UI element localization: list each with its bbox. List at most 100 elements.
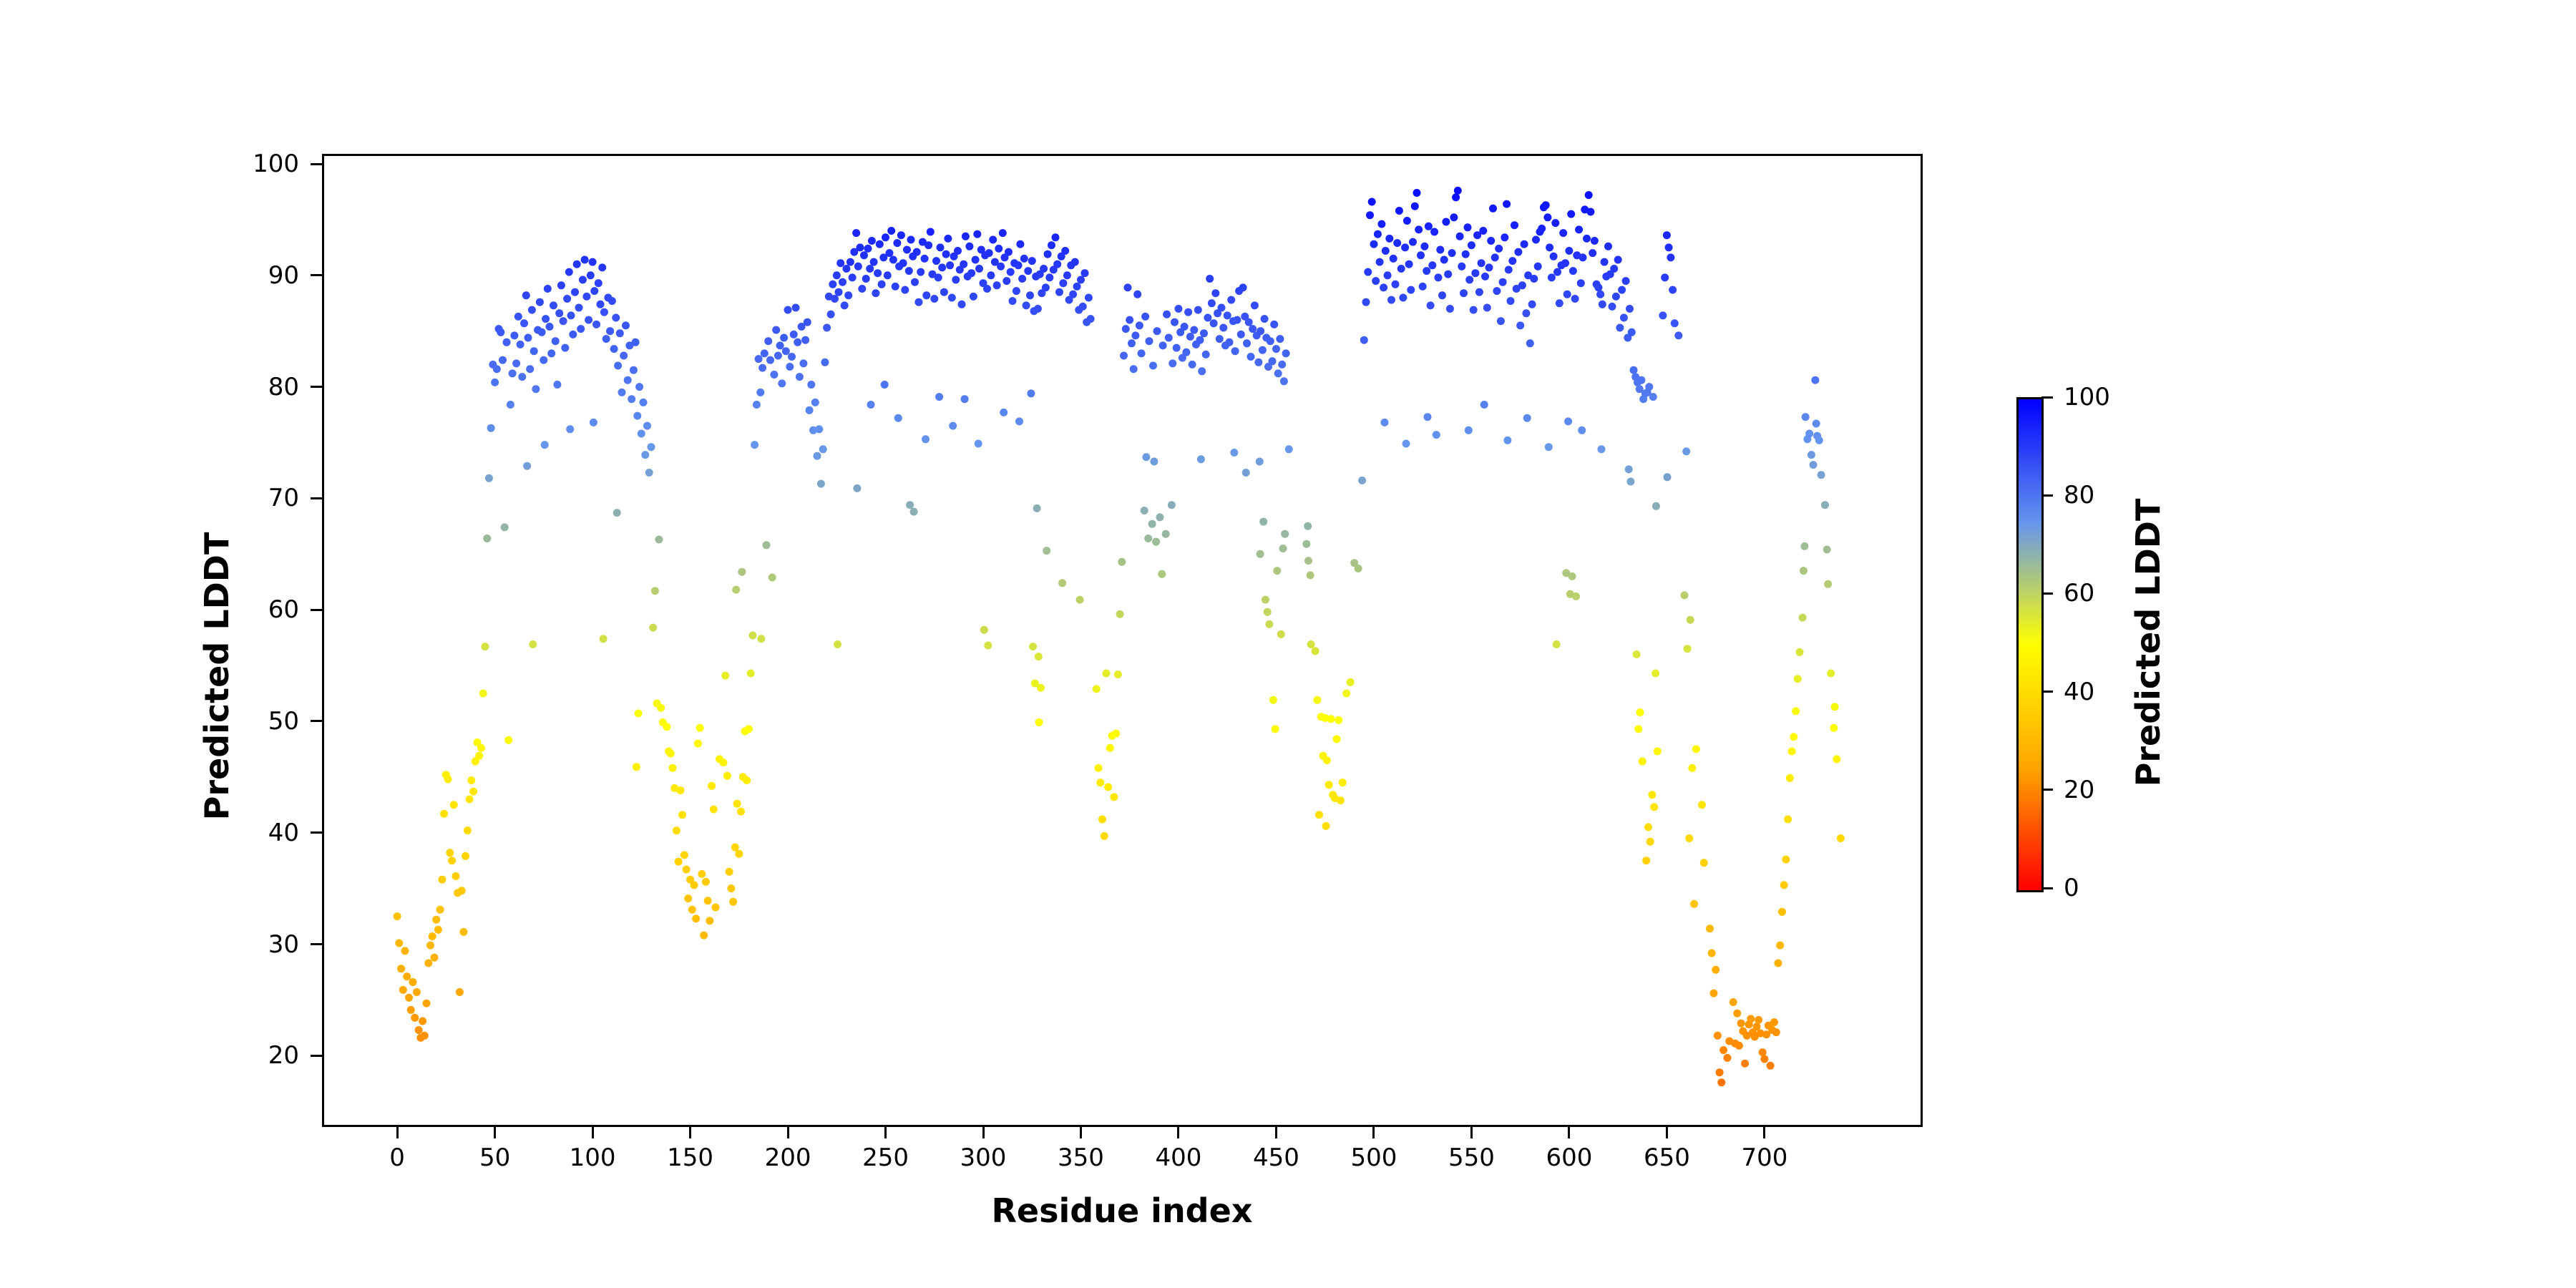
x-tick-mark [1568,1127,1571,1138]
data-point [1380,418,1389,426]
data-point [1358,476,1367,484]
data-point [588,258,597,266]
data-point [1827,669,1835,678]
data-point [992,281,1001,290]
data-point [834,640,842,648]
data-point [499,356,507,364]
data-point [1575,225,1584,234]
data-point [936,243,945,252]
data-point [477,743,485,752]
data-point [1798,613,1807,622]
data-point [1735,1041,1743,1050]
data-point [897,231,905,240]
data-point [1387,296,1395,304]
data-point [1051,233,1060,242]
data-point [512,359,521,368]
data-point [698,869,706,878]
data-point [1648,791,1657,799]
data-point [628,395,636,404]
data-point [1239,283,1247,292]
data-point [1524,271,1533,280]
data-point [657,703,665,712]
data-point [858,285,867,293]
data-point [424,959,433,967]
data-point [535,298,544,306]
data-point [1049,265,1058,274]
data-point [1059,279,1068,288]
data-point [776,341,784,350]
data-point [1674,331,1683,340]
data-point [1029,643,1038,651]
data-point [973,230,982,238]
data-point [1597,445,1606,454]
data-point [1508,257,1517,265]
data-point [1729,998,1737,1006]
colorbar-label: Predicted LDDT [2129,498,2167,787]
data-point [1354,565,1362,572]
data-point [401,947,409,955]
data-point [1532,235,1540,244]
x-tick-label: 250 [862,1143,909,1172]
data-point [1762,1030,1771,1039]
data-point [1445,305,1454,313]
x-tick-label: 300 [960,1143,1007,1172]
colorbar-tick-label: 60 [2064,579,2095,608]
data-point [1606,270,1614,278]
data-point [1565,247,1574,255]
data-point [1635,385,1644,394]
y-tick-label: 100 [253,150,299,179]
data-point [634,709,643,718]
data-point [1624,333,1632,342]
data-point [1123,283,1132,292]
data-point [409,978,417,986]
data-point [1541,201,1550,210]
data-point [481,643,489,651]
data-point [1543,213,1552,222]
x-tick-mark [1177,1127,1180,1138]
data-point [1058,579,1067,587]
data-point [831,295,839,303]
data-point [1544,443,1553,452]
data-point [1227,296,1236,304]
data-point [1381,247,1390,255]
x-tick-label: 150 [667,1143,713,1172]
data-point [1214,309,1222,318]
data-point [545,323,554,331]
data-point [575,303,583,312]
data-point [762,541,771,550]
data-point [444,775,452,784]
data-point [1153,327,1161,336]
data-point [706,917,714,925]
data-point [1413,189,1421,197]
x-tick-mark [1665,1127,1668,1138]
data-point [786,363,794,371]
data-point [1258,346,1267,354]
data-point [924,241,933,250]
data-point [860,251,868,260]
data-point [1201,350,1210,358]
x-tick-label: 200 [764,1143,811,1172]
data-point [794,338,802,346]
data-point [874,269,882,278]
data-point [784,306,792,314]
data-point [1377,220,1386,228]
data-point [1037,683,1045,692]
data-point [565,268,573,276]
data-point [1266,337,1274,346]
data-point [743,776,751,784]
data-point [1027,389,1035,398]
data-point [879,253,888,262]
data-point [578,275,587,284]
data-point [1196,455,1205,464]
data-point [1256,550,1264,558]
colorbar-tick-mark [2041,396,2053,399]
data-point [1747,1015,1755,1023]
data-point [1766,1061,1775,1070]
data-point [1144,535,1153,542]
data-point [1774,959,1782,967]
data-point [1284,445,1293,454]
data-point [1332,735,1341,743]
data-point [748,631,757,640]
data-point [1659,311,1667,320]
data-point [1415,225,1423,234]
